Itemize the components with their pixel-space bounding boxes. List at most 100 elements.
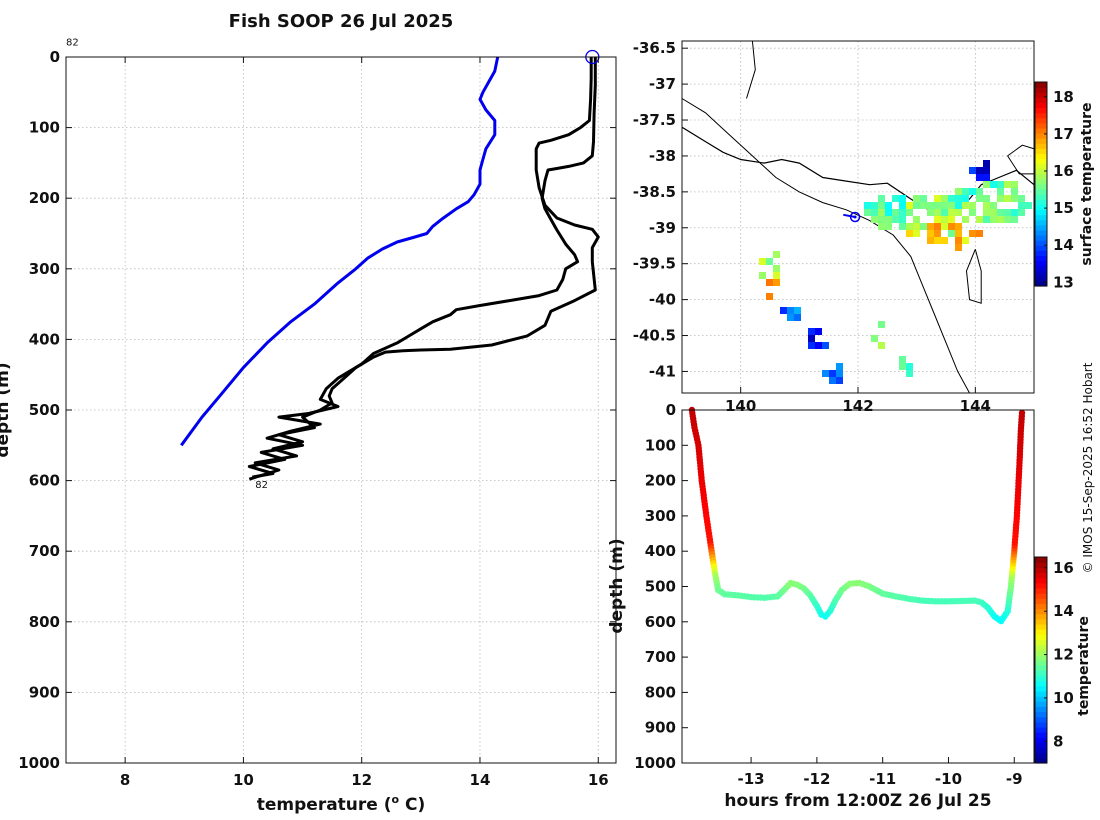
sst-pixel [955, 230, 962, 237]
map-ytick-label: -40 [649, 291, 676, 309]
sst-pixel [836, 377, 843, 384]
sst-pixel [1004, 209, 1011, 216]
map-colorbar-segment [1035, 133, 1047, 139]
sst-pixel [941, 223, 948, 230]
sst-pixel [969, 209, 976, 216]
map-colorbar-segment [1035, 122, 1047, 129]
sst-pixel [934, 195, 941, 202]
sst-pixel [871, 216, 878, 223]
map-colorbar-segment [1035, 112, 1047, 119]
section-ytick-label: 300 [645, 507, 676, 525]
map-colorbar-segment [1035, 117, 1047, 124]
map-ticks: 140 142 144 -36.5 -37 -37.5 -38 -38.5 -39 -39.5 -4… [633, 39, 991, 415]
sst-pixel [976, 174, 983, 181]
sst-pixel [906, 363, 913, 370]
sst-pixel [941, 202, 948, 209]
section-colorbar-segment [1035, 685, 1047, 692]
sst-pixel [997, 195, 1004, 202]
section-colorbar-segment [1035, 747, 1047, 754]
section-colorbar-segment [1035, 603, 1047, 610]
profile-ticks: 8 10 12 14 16 0 100 200 300 400 500 600 700 800 900 100… [18, 48, 616, 789]
section-colorbar-segment [1035, 562, 1047, 568]
section-axes-box [681, 409, 1035, 764]
section-xtick-label: -13 [738, 770, 765, 788]
section-colorbar-segment [1035, 613, 1047, 620]
map-colorbar-segment [1035, 82, 1047, 88]
sst-pixel [822, 342, 829, 349]
section-ytick-label: 900 [645, 719, 676, 737]
map-colorbar-segment [1035, 229, 1047, 236]
map-colorbar-segment [1035, 235, 1047, 241]
map-colorbar: 13 14 15 16 17 18 [1034, 81, 1074, 291]
sst-pixel [885, 209, 892, 216]
sst-pixel [948, 209, 955, 216]
map-colorbar-segment [1035, 214, 1047, 221]
sst-pixel [983, 216, 990, 223]
sst-pixel [822, 370, 829, 377]
section-points [688, 406, 1026, 625]
profile-grid [66, 56, 616, 764]
profile-xtick-label: 14 [470, 771, 491, 789]
sst-pixel [773, 272, 780, 279]
section-colorbar-segment [1035, 577, 1047, 584]
section-colorbar-segment [1035, 696, 1047, 702]
sst-pixel [941, 216, 948, 223]
section-colorbar-segment [1035, 618, 1047, 625]
sst-pixel [941, 195, 948, 202]
map-colorbar-tick-label: 16 [1053, 162, 1074, 180]
map-colorbar-segment [1035, 158, 1047, 165]
section-colorbar-segment [1035, 557, 1047, 563]
map-ytick-label: -36.5 [633, 39, 676, 57]
sst-pixel [906, 223, 913, 230]
section-colorbar-segment [1035, 737, 1047, 743]
sst-pixel [871, 209, 878, 216]
sst-pixel [1018, 195, 1025, 202]
profile-series-history-1 [248, 57, 600, 481]
sst-pixel [990, 202, 997, 209]
sst-pixel [997, 188, 1004, 195]
map-colorbar-segment [1035, 153, 1047, 160]
section-xtick-label: -12 [803, 770, 830, 788]
sst-pixel [1011, 188, 1018, 195]
sst-pixel [1011, 209, 1018, 216]
section-colorbar-segment [1035, 757, 1047, 764]
section-colorbar-segment [1035, 675, 1047, 682]
map-colorbar-segment [1035, 138, 1047, 144]
sst-pixel [913, 230, 920, 237]
sst-pixel [962, 202, 969, 209]
sst-pixel [948, 223, 955, 230]
sst-pixel [1011, 195, 1018, 202]
sst-pixel [927, 237, 934, 244]
map-colorbar-tick-label: 14 [1053, 236, 1074, 254]
map-ytick-label: -37.5 [633, 111, 676, 129]
profile-ytick-label: 100 [29, 119, 60, 137]
map-vessel-marker [849, 211, 861, 223]
sst-pixel [1011, 181, 1018, 188]
map-ytick-label: -37 [649, 75, 676, 93]
map-colorbar-segment [1035, 280, 1047, 287]
map-colorbar-segment [1035, 189, 1047, 195]
sst-pixel [997, 216, 1004, 223]
sst-pixel [976, 216, 983, 223]
sst-pixel [829, 377, 836, 384]
sst-pixel [990, 209, 997, 216]
section-colorbar-tick-label: 12 [1053, 646, 1074, 664]
map-content [681, 40, 1035, 394]
section-colorbar-segment [1035, 726, 1047, 733]
sst-pixel [885, 202, 892, 209]
sst-pixel [990, 181, 997, 188]
sst-pixel [899, 216, 906, 223]
sst-pixel [934, 223, 941, 230]
sst-pixel [864, 209, 871, 216]
sst-pixel [815, 328, 822, 335]
sst-pixel [969, 167, 976, 174]
profile-ytick-label: 700 [29, 542, 60, 560]
profile-xlabel: temperature (o C) [257, 793, 426, 815]
sst-pixel [899, 223, 906, 230]
map-ytick-label: -38.5 [633, 183, 676, 201]
sst-pixel [892, 195, 899, 202]
sst-pixel [878, 342, 885, 349]
sst-pixel [815, 342, 822, 349]
section-colorbar-segment [1035, 654, 1047, 661]
profile-ytick-label: 0 [50, 48, 60, 66]
